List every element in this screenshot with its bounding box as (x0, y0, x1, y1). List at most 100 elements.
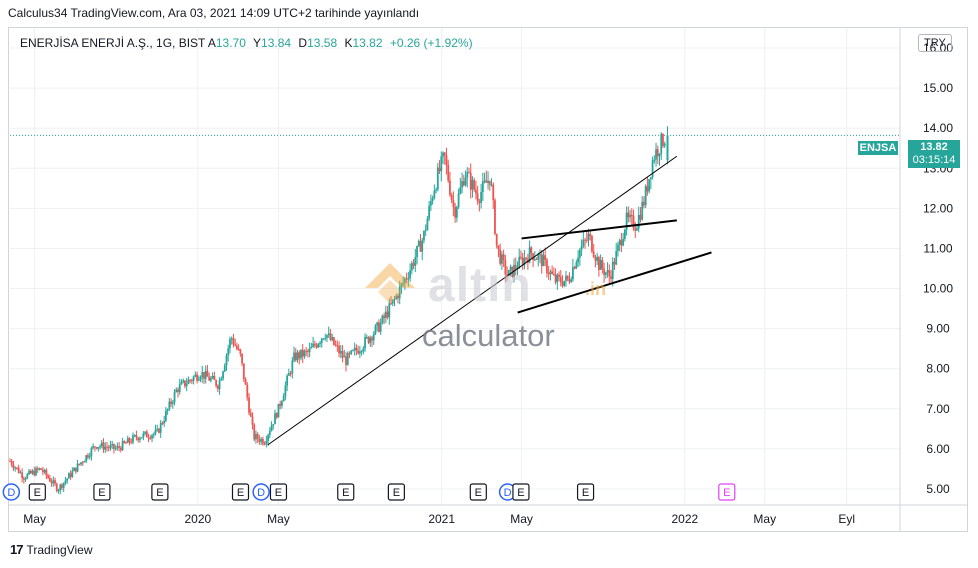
candle-body[interactable] (393, 298, 396, 300)
candle-body[interactable] (329, 333, 332, 340)
candle-body[interactable] (102, 442, 105, 450)
candle-body[interactable] (417, 240, 420, 246)
candle-body[interactable] (542, 255, 545, 267)
earnings-marker-icon[interactable] (28, 483, 46, 501)
candle-body[interactable] (230, 338, 233, 340)
candle-body[interactable] (21, 472, 24, 479)
dividend-marker-icon[interactable] (252, 483, 270, 501)
candle-body[interactable] (611, 261, 614, 279)
candle-body[interactable] (639, 214, 642, 220)
candle-body[interactable] (208, 376, 211, 381)
candle-body[interactable] (490, 184, 493, 186)
candle-body[interactable] (62, 482, 65, 488)
candle-body[interactable] (123, 441, 126, 443)
candle-body[interactable] (182, 380, 185, 382)
candle-body[interactable] (431, 198, 434, 202)
candle-body[interactable] (332, 337, 335, 345)
candle-body[interactable] (568, 279, 571, 282)
candle-body[interactable] (400, 283, 403, 287)
candle-body[interactable] (497, 245, 500, 250)
candle-body[interactable] (464, 177, 467, 186)
tradingview-footer[interactable]: 17 TradingView (10, 542, 93, 557)
candle-body[interactable] (289, 373, 292, 375)
candle-body[interactable] (327, 333, 330, 336)
candle-body[interactable] (345, 356, 347, 366)
earnings-marker-icon[interactable] (387, 483, 405, 501)
candle-body[interactable] (397, 295, 399, 299)
candle-body[interactable] (177, 389, 179, 392)
candle-body[interactable] (159, 423, 162, 433)
candle-body[interactable] (206, 370, 209, 377)
candle-body[interactable] (402, 282, 405, 284)
candle-body[interactable] (551, 271, 554, 274)
candle-body[interactable] (281, 401, 283, 406)
candle-body[interactable] (303, 350, 306, 357)
candle-body[interactable] (388, 303, 391, 318)
candle-body[interactable] (87, 455, 89, 458)
candle-body[interactable] (495, 233, 498, 246)
candle-body[interactable] (485, 180, 488, 183)
candle-body[interactable] (38, 468, 41, 470)
candle-body[interactable] (119, 447, 122, 451)
candle-body[interactable] (367, 336, 370, 343)
candle-body[interactable] (442, 152, 444, 157)
candle-body[interactable] (319, 342, 321, 344)
candle-body[interactable] (539, 254, 541, 256)
candle-body[interactable] (19, 472, 22, 474)
candle-body[interactable] (478, 201, 481, 203)
candle-body[interactable] (521, 257, 524, 266)
candle-body[interactable] (532, 253, 534, 260)
candle-body[interactable] (580, 246, 583, 250)
candle-body[interactable] (246, 384, 249, 398)
candle-body[interactable] (365, 336, 368, 338)
candle-body[interactable] (29, 470, 32, 474)
candle-body[interactable] (324, 337, 327, 339)
candle-body[interactable] (582, 239, 585, 247)
candle-body[interactable] (423, 231, 425, 241)
candle-body[interactable] (487, 180, 489, 183)
candle-body[interactable] (284, 385, 287, 397)
candle-body[interactable] (585, 239, 588, 241)
candle-body[interactable] (341, 351, 344, 358)
candle-body[interactable] (190, 380, 193, 382)
candle-body[interactable] (118, 446, 121, 448)
candle-body[interactable] (140, 437, 143, 439)
candle-body[interactable] (376, 322, 379, 326)
candle-body[interactable] (563, 280, 566, 286)
candle-body[interactable] (287, 373, 290, 376)
candle-body[interactable] (291, 360, 294, 374)
candle-body[interactable] (381, 315, 384, 324)
candle-body[interactable] (210, 378, 212, 381)
candle-body[interactable] (348, 353, 351, 355)
candle-body[interactable] (435, 189, 437, 191)
candle-body[interactable] (424, 230, 427, 232)
candle-body[interactable] (227, 348, 230, 356)
earnings-marker-icon[interactable] (512, 483, 530, 501)
candle-body[interactable] (414, 257, 417, 266)
candle-body[interactable] (220, 378, 223, 381)
candle-body[interactable] (71, 471, 74, 477)
candle-body[interactable] (232, 338, 235, 345)
candle-body[interactable] (615, 250, 618, 265)
candle-body[interactable] (69, 473, 72, 477)
candle-body[interactable] (158, 428, 160, 433)
earnings-marker-icon[interactable] (231, 483, 250, 501)
candle-body[interactable] (80, 462, 82, 465)
candle-body[interactable] (24, 478, 27, 480)
candle-body[interactable] (601, 260, 604, 269)
candle-body[interactable] (336, 345, 339, 347)
candle-body[interactable] (379, 323, 382, 332)
candle-body[interactable] (52, 480, 55, 484)
candle-body[interactable] (476, 193, 479, 202)
candle-body[interactable] (154, 429, 157, 434)
candle-body[interactable] (447, 164, 450, 181)
candle-body[interactable] (111, 443, 114, 446)
candle-body[interactable] (461, 181, 463, 188)
candle-body[interactable] (66, 478, 69, 481)
candle-body[interactable] (326, 335, 328, 338)
candle-body[interactable] (294, 352, 297, 361)
candle-body[interactable] (222, 371, 224, 379)
candle-body[interactable] (76, 463, 79, 472)
candle-body[interactable] (313, 343, 316, 346)
candle-body[interactable] (137, 437, 140, 441)
